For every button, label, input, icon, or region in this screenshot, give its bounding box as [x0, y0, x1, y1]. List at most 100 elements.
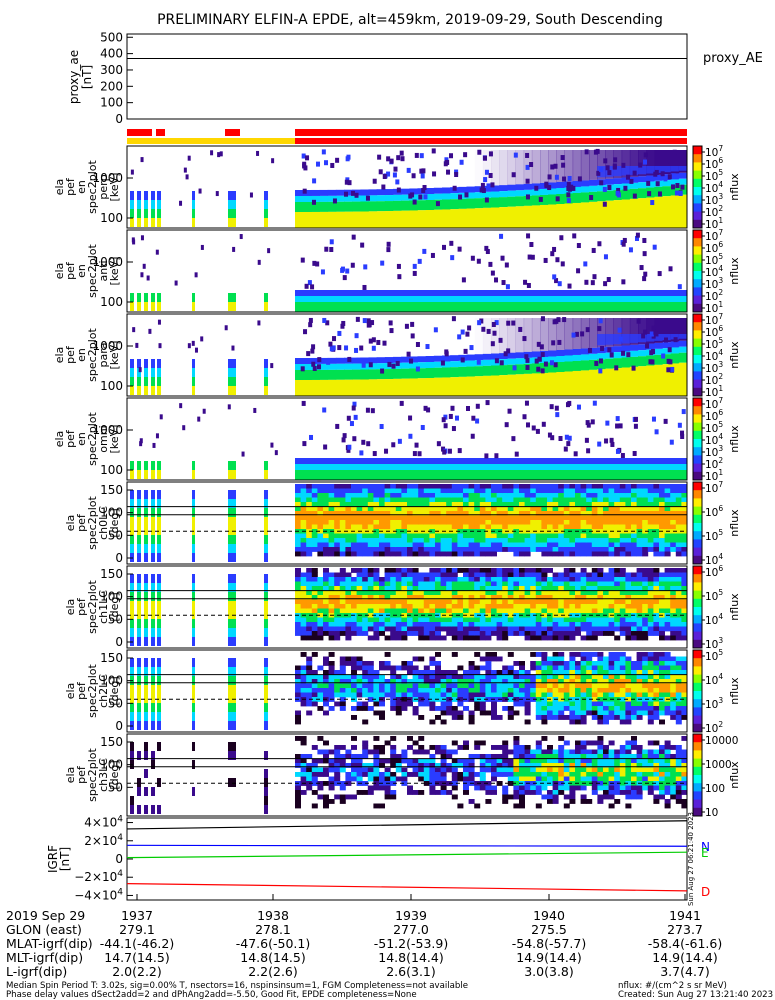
pa-cell [423, 635, 430, 641]
pa-cell [356, 520, 363, 525]
pa-cell [524, 581, 531, 587]
spec-cell [638, 182, 647, 189]
spec-cell [538, 196, 543, 202]
spec-cell [458, 186, 467, 193]
pa-cell [625, 622, 632, 627]
ylabel-line: en [75, 348, 88, 362]
spec-cell [384, 458, 394, 464]
pa-cell [295, 763, 301, 768]
pa-cell [339, 701, 346, 707]
pa-cell [670, 538, 677, 543]
spec-cell [345, 156, 350, 162]
pa-cell [524, 502, 531, 507]
pa-cell [351, 488, 357, 494]
spec-cell [360, 201, 369, 212]
pa-cell [636, 581, 643, 587]
spec-cell [354, 333, 359, 339]
spec-cell [621, 166, 631, 176]
pa-cell [418, 538, 425, 543]
pa-cell [157, 535, 161, 544]
pa-cell [474, 701, 481, 707]
spec-cell [335, 290, 345, 296]
pa-cell [507, 524, 514, 530]
pa-cell [558, 622, 565, 627]
pa-cell [530, 586, 537, 591]
pa-cell [311, 586, 318, 591]
pa-cell [192, 637, 195, 646]
spec-cell [442, 244, 447, 250]
pa-cell [407, 547, 413, 552]
spec-cell [450, 470, 459, 480]
pa-cell [591, 533, 598, 539]
pa-cell [306, 763, 313, 768]
pa-cell [603, 674, 609, 680]
pa-cell [395, 506, 402, 512]
pa-cell [491, 617, 497, 623]
spec-cell [368, 211, 378, 228]
spec-cell [670, 363, 680, 396]
spec-cell [632, 170, 637, 176]
spec-cell [629, 334, 639, 343]
pa-cell [659, 506, 665, 512]
pa-cell [659, 595, 665, 600]
pa-cell [507, 547, 514, 552]
pa-cell [334, 538, 341, 543]
spec-cell [344, 369, 353, 380]
spec-cell [425, 194, 435, 200]
pa-cell [463, 692, 469, 698]
pa-cell [563, 538, 570, 543]
spec-cell [540, 188, 549, 195]
pa-cell [485, 502, 492, 507]
pa-cell [558, 533, 565, 539]
pa-cell [356, 515, 363, 521]
pa-cell [558, 484, 565, 489]
pa-cell [614, 622, 621, 627]
pa-cell [507, 683, 514, 689]
spec-cell [671, 173, 676, 179]
pa-cell [558, 586, 565, 591]
pa-cell [541, 631, 548, 636]
pa-cell [463, 631, 469, 636]
pa-cell [653, 670, 660, 675]
pa-cell [597, 692, 604, 698]
spectrogram-panels: 1000100elapefenspec2plotperp[keV]1071061… [53, 144, 741, 819]
pa-cell [345, 622, 352, 627]
pa-cell [407, 701, 413, 707]
pa-cell [524, 547, 531, 552]
pa-cell [401, 502, 408, 507]
pa-cell [625, 538, 632, 543]
pa-cell [457, 551, 464, 557]
pa-cell [670, 568, 677, 573]
pa-cell [675, 520, 682, 525]
colorbar-segment [693, 498, 702, 508]
pa-cell [367, 502, 374, 507]
pa-cell [681, 506, 688, 512]
pa-cell [541, 590, 548, 596]
pa-cell [474, 484, 481, 489]
pa-cell [670, 515, 677, 521]
pa-cell [591, 581, 598, 587]
spec-cell [482, 359, 492, 366]
pa-cell [681, 622, 688, 627]
spec-cell [192, 293, 195, 302]
spec-cell [337, 345, 342, 351]
pa-cell [513, 626, 520, 632]
pa-cell [485, 622, 492, 627]
pa-cell [192, 601, 195, 610]
spec-cell [130, 209, 134, 218]
pa-cell [157, 805, 161, 814]
spec-cell [182, 425, 186, 431]
pa-cell [496, 604, 503, 609]
spec-cell [421, 168, 426, 174]
pa-cell [418, 493, 425, 498]
pa-cell [300, 622, 307, 627]
spec-cell [651, 416, 656, 422]
spec-cell [417, 302, 427, 312]
pa-cell [300, 674, 307, 680]
pa-cell [323, 626, 329, 632]
pa-cell [552, 533, 559, 539]
spec-cell [629, 198, 639, 228]
pa-cell [675, 692, 682, 698]
pa-cell [351, 670, 357, 675]
spec-cell [638, 458, 647, 464]
